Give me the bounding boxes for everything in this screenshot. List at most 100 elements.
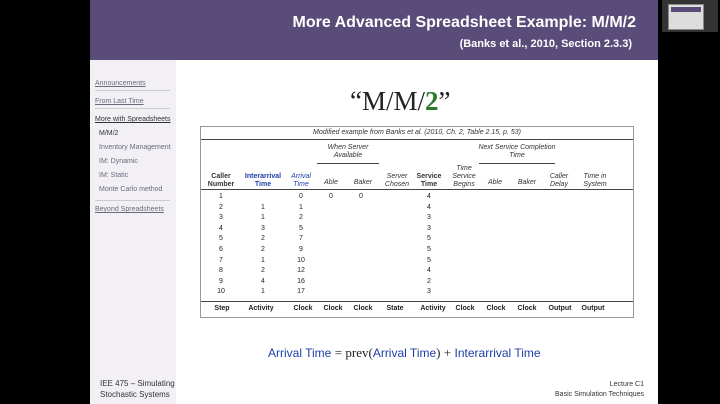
sidebar-item-im-dynamic[interactable]: IM: Dynamic [99, 158, 138, 165]
table-caption: Modified example from Banks et al. (2010… [313, 129, 521, 136]
slide: More Advanced Spreadsheet Example: M/M/2… [90, 0, 658, 404]
table-cell-inter: 4 [261, 277, 265, 285]
sidebar-divider [95, 108, 170, 109]
table-cell-inter: 1 [261, 256, 265, 264]
table-cell-inter: 2 [261, 246, 265, 253]
table-cell-arrival: 1 [299, 203, 303, 211]
header-able-completion: Able [487, 179, 502, 186]
sidebar-item-inventory-management[interactable]: Inventory Management [99, 144, 171, 151]
sidebar-item-announcements[interactable]: Announcements [95, 80, 146, 87]
slide-header: More Advanced Spreadsheet Example: M/M/2… [90, 0, 658, 60]
table-cell-arrival: 0 [299, 193, 303, 200]
lecture-label: Lecture C1 Basic Simulation Techniques [555, 380, 644, 400]
presenter-video-thumbnail [662, 0, 718, 32]
table-rule [201, 189, 633, 190]
table-cell-caller: 4 [219, 224, 223, 232]
table-footer-label: Output [581, 305, 605, 312]
table-cell-caller: 6 [219, 246, 223, 253]
slide-title: More Advanced Spreadsheet Example: M/M/2 [292, 14, 636, 31]
header-able: Able [323, 179, 338, 186]
table-cell-service: 3 [427, 224, 431, 232]
group-rule [479, 163, 555, 164]
sidebar-nav: Announcements From Last Time More with S… [90, 60, 176, 404]
table-footer-label: Activity [420, 305, 446, 312]
formula-prev: prev( [345, 345, 373, 360]
slide-subtitle: (Banks et al., 2010, Section 2.3.3) [459, 38, 632, 50]
table-cell-caller: 10 [217, 288, 225, 296]
table-cell-caller: 8 [219, 267, 223, 275]
sidebar-item-im-static[interactable]: IM: Static [99, 172, 129, 179]
table-cell-service: 3 [427, 288, 431, 296]
sidebar-item-monte-carlo[interactable]: Monte Carlo method [99, 186, 163, 193]
formula-plus: + [443, 345, 452, 360]
simulation-table: Modified example from Banks et al. (2010… [200, 126, 634, 318]
table-footer-label: Clock [293, 305, 313, 312]
table-cell-service: 4 [427, 193, 431, 200]
table-cell-inter: 3 [261, 224, 265, 232]
table-cell-service: 4 [427, 203, 431, 211]
model-heading: “M/M/2” [350, 86, 451, 117]
sidebar-item-more-with-spreadsheets[interactable]: More with Spreadsheets [95, 116, 171, 123]
formula-lhs: Arrival Time [268, 346, 332, 360]
group-next-service-completion: Next Service Completion Time [478, 144, 556, 159]
arrival-time-formula: Arrival Time = prev(Arrival Time) + Inte… [268, 345, 541, 361]
table-footer-label: Clock [323, 305, 343, 312]
table-cell-arrival: 10 [297, 256, 305, 264]
table-cell-able: 0 [329, 193, 333, 200]
header-service-time: Service Time [416, 173, 442, 188]
sidebar-item-mm2[interactable]: M/M/2 [99, 130, 119, 137]
table-cell-arrival: 2 [299, 214, 303, 222]
table-cell-inter: 1 [261, 214, 265, 222]
sidebar-divider [95, 90, 170, 91]
table-footer-label: Clock [353, 305, 373, 312]
sidebar-item-from-last-time[interactable]: From Last Time [95, 98, 144, 105]
course-footer-line2: Stochastic Systems [100, 390, 170, 399]
table-cell-service: 5 [427, 256, 431, 264]
table-footer-label: State [386, 305, 404, 312]
formula-equals: = [334, 345, 343, 360]
table-cell-caller: 9 [219, 277, 223, 285]
model-heading-prefix: “M/M/ [350, 86, 426, 116]
formula-close: ) [436, 345, 441, 360]
header-arrival-time: Arrival Time [291, 173, 311, 188]
model-heading-server-count: 2 [425, 86, 439, 116]
table-cell-inter: 2 [261, 235, 265, 243]
table-cell-baker: 0 [359, 193, 363, 200]
table-footer-label: Output [548, 305, 572, 312]
table-cell-inter: 2 [261, 267, 265, 275]
table-footer-label: Activity [248, 305, 274, 312]
group-when-server-available: When Server Available [327, 144, 369, 159]
header-time-in-system: Time in System [583, 173, 607, 188]
header-server-chosen: Server Chosen [384, 173, 410, 188]
table-cell-caller: 7 [219, 256, 223, 264]
table-cell-inter: 1 [261, 203, 265, 211]
table-footer-label: Step [214, 305, 230, 312]
table-cell-arrival: 12 [297, 267, 305, 275]
table-footer-label: Clock [455, 305, 475, 312]
table-cell-service: 2 [427, 277, 431, 285]
table-cell-service: 3 [427, 214, 431, 222]
table-cell-arrival: 9 [299, 246, 303, 253]
header-interarrival-time: Interarrival Time [244, 173, 282, 188]
table-cell-caller: 3 [219, 214, 223, 222]
lecture-number: Lecture C1 [609, 381, 644, 388]
formula-rhs: Interarrival Time [454, 346, 541, 360]
table-cell-inter: 1 [261, 288, 265, 296]
table-cell-service: 5 [427, 235, 431, 243]
thumbnail-header [671, 7, 701, 12]
table-cell-service: 4 [427, 267, 431, 275]
course-footer: IEE 475 – Simulating Stochastic Systems [100, 378, 175, 400]
sidebar-divider [95, 200, 170, 201]
table-cell-caller: 2 [219, 203, 223, 211]
header-time-service-begins: Time Service Begins [452, 165, 476, 188]
table-cell-service: 5 [427, 246, 431, 253]
table-cell-arrival: 17 [297, 288, 305, 296]
sidebar-item-beyond-spreadsheets[interactable]: Beyond Spreadsheets [95, 206, 164, 213]
group-rule [317, 163, 379, 164]
table-cell-caller: 5 [219, 235, 223, 243]
model-heading-suffix: ” [438, 86, 451, 116]
lecture-topic: Basic Simulation Techniques [555, 391, 644, 398]
thumbnail-screen [668, 4, 704, 30]
header-caller-number: Caller Number [207, 173, 235, 188]
table-cell-arrival: 7 [299, 235, 303, 243]
